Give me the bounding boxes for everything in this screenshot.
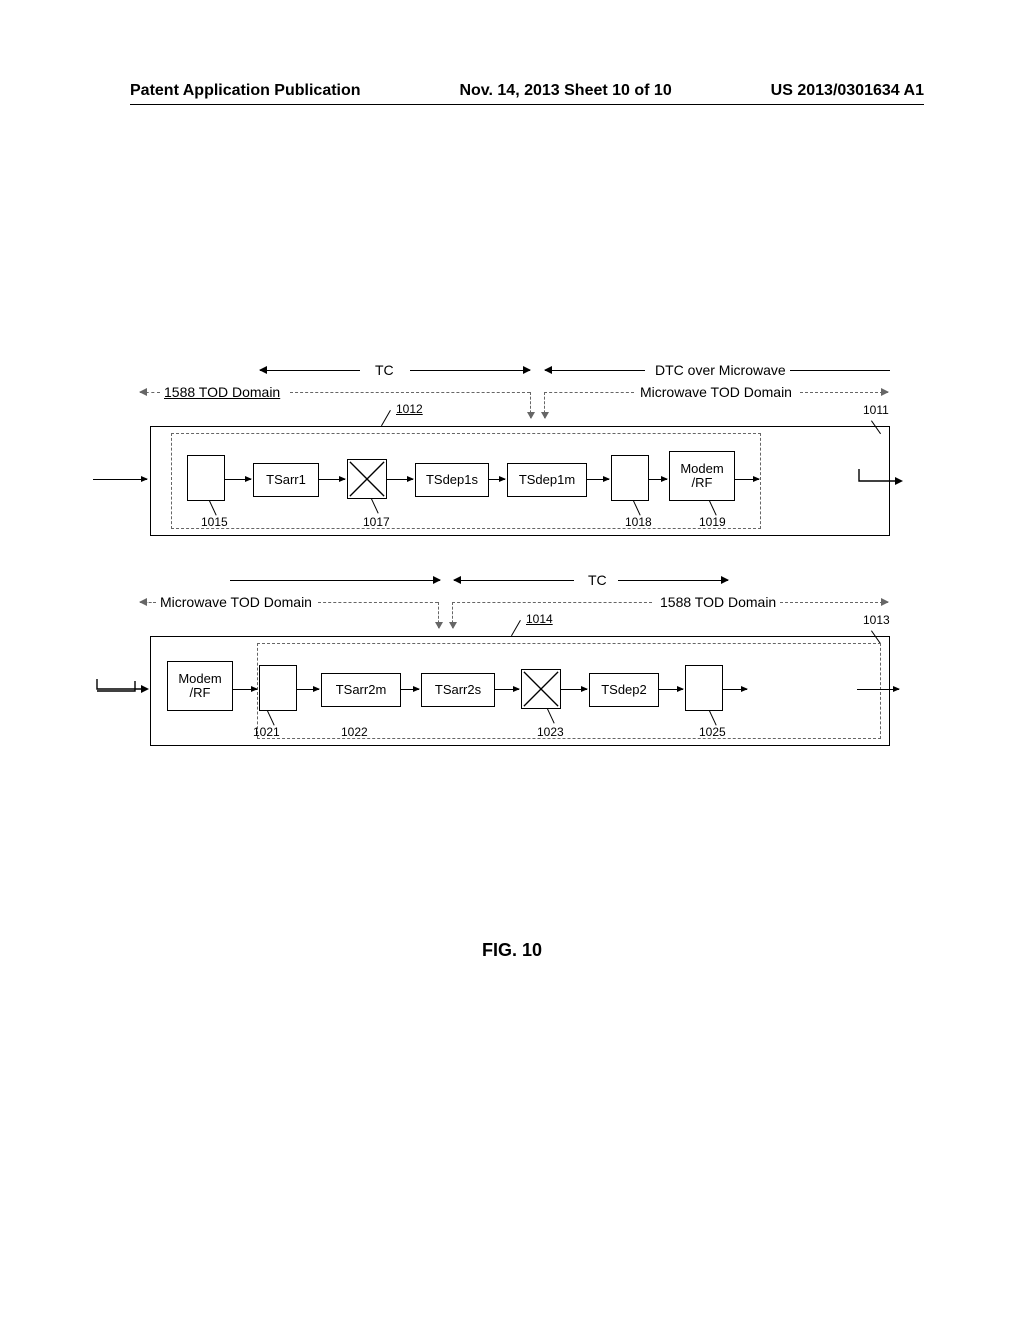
- fa-2e: [561, 689, 587, 690]
- section1-ref1012-row: 1012: [150, 404, 890, 422]
- dom-mw-arrow: [800, 392, 888, 393]
- out-arrow-1: [857, 467, 903, 493]
- ref1014-leader: [511, 620, 521, 636]
- box-modem-2: Modem /RF: [167, 661, 233, 711]
- section2-domain-row: Microwave TOD Domain 1588 TOD Domain: [150, 592, 890, 614]
- cross-icon-2: [522, 670, 560, 708]
- box-empty-1b: [611, 455, 649, 501]
- fa-1c: [387, 479, 413, 480]
- header-right: US 2013/0301634 A1: [771, 82, 924, 100]
- ref1021: 1021: [253, 725, 280, 739]
- in-arrow-2b: [95, 677, 151, 697]
- ref1013: 1013: [863, 613, 890, 627]
- dom-left-label: 1588 TOD Domain: [164, 384, 280, 400]
- figure-caption: FIG. 10: [0, 940, 1024, 961]
- out-arrow-2: [857, 689, 899, 690]
- dtc-label: DTC over Microwave: [655, 362, 786, 378]
- section1-top-row: TC DTC over Microwave: [150, 360, 890, 382]
- box-tsarr1: TSarr1: [253, 463, 319, 497]
- header-left: Patent Application Publication: [130, 82, 361, 100]
- bigblock-2: 1013 Modem /RF TSarr2m TSarr2s: [150, 636, 890, 746]
- fa-1a: [225, 479, 251, 480]
- s2-tc-arrow-right: [618, 580, 728, 581]
- ref1012: 1012: [396, 402, 423, 416]
- ref1023: 1023: [537, 725, 564, 739]
- fa-1b: [319, 479, 345, 480]
- dom-dash-mid2: [544, 392, 634, 393]
- ref1011: 1011: [863, 403, 889, 417]
- header-center: Nov. 14, 2013 Sheet 10 of 10: [459, 82, 671, 100]
- s2-dom-right-label: 1588 TOD Domain: [660, 594, 776, 610]
- section1-domain-row: 1588 TOD Domain Microwave TOD Domain: [150, 382, 890, 404]
- s2-arrow-right-a: [230, 580, 440, 581]
- s2-tc-arrow-left: [454, 580, 574, 581]
- tc-arrow-left: [260, 370, 360, 371]
- s2-dom-arrow-r: [780, 602, 888, 603]
- ref1022: 1022: [341, 725, 368, 739]
- fa-1d: [489, 479, 505, 480]
- section2-ref1014-row: 1014: [150, 614, 890, 632]
- ref1014: 1014: [526, 612, 553, 626]
- fa-1e: [587, 479, 609, 480]
- fa-2b: [297, 689, 319, 690]
- ref1018: 1018: [625, 515, 652, 529]
- ref1011-leader: [871, 420, 881, 434]
- ref1015: 1015: [201, 515, 228, 529]
- box-empty-2a: [259, 665, 297, 711]
- dom1588-arrow: [140, 392, 160, 393]
- in-arrow-1: [93, 479, 147, 480]
- ref1012-leader: [381, 410, 391, 426]
- cross-icon: [348, 460, 386, 498]
- ref1025: 1025: [699, 725, 726, 739]
- s2-dom-arrow-l: [140, 602, 156, 603]
- s2-tc-label: TC: [588, 572, 607, 588]
- header-bar: Patent Application Publication Nov. 14, …: [130, 82, 924, 105]
- section2-top-row: TC: [150, 570, 890, 592]
- bigblock-1: 1011 TSarr1 TSdep1s TSdep1m Modem /RF: [150, 426, 890, 536]
- fa-1g: [735, 479, 759, 480]
- s2-dom-dash-mid: [318, 602, 438, 603]
- box-tsarr2s: TSarr2s: [421, 673, 495, 707]
- fa-2c: [401, 689, 419, 690]
- dom-right-label: Microwave TOD Domain: [640, 384, 792, 400]
- box-modem-1: Modem /RF: [669, 451, 735, 501]
- ref1017: 1017: [363, 515, 390, 529]
- page: Patent Application Publication Nov. 14, …: [0, 0, 1024, 1320]
- ref1019: 1019: [699, 515, 726, 529]
- box-empty-2b: [685, 665, 723, 711]
- box-in-empty-1: [187, 455, 225, 501]
- diagram-container: TC DTC over Microwave 1588 TOD Domain Mi…: [150, 360, 890, 746]
- dtc-arrow-left: [545, 370, 645, 371]
- tc-arrow-right: [410, 370, 530, 371]
- fa-2d: [495, 689, 519, 690]
- box-tsarr2m: TSarr2m: [321, 673, 401, 707]
- box-tsdep1m: TSdep1m: [507, 463, 587, 497]
- box-tsdep1s: TSdep1s: [415, 463, 489, 497]
- fa-2a: [233, 689, 257, 690]
- s2-dom-left-label: Microwave TOD Domain: [160, 594, 312, 610]
- fa-2f: [659, 689, 683, 690]
- box-tsdep2: TSdep2: [589, 673, 659, 707]
- box-cross-1: [347, 459, 387, 499]
- box-cross-2: [521, 669, 561, 709]
- dtc-line-right: [790, 370, 890, 371]
- fa-2g: [723, 689, 747, 690]
- dom-dash-mid: [290, 392, 530, 393]
- s2-dom-dash-mid2: [452, 602, 652, 603]
- tc-label: TC: [375, 362, 394, 378]
- fa-1f: [649, 479, 667, 480]
